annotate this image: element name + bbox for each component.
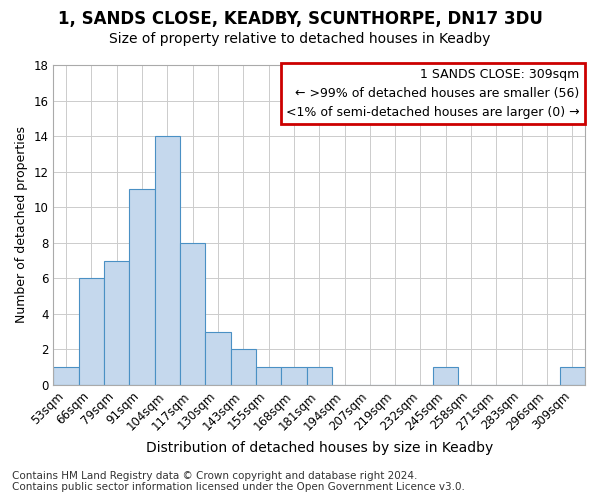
Text: Contains HM Land Registry data © Crown copyright and database right 2024.
Contai: Contains HM Land Registry data © Crown c… (12, 471, 465, 492)
Bar (281, 367, 307, 385)
Bar (79, 278, 104, 385)
Bar (230, 350, 256, 385)
Bar (104, 260, 130, 385)
Text: Size of property relative to detached houses in Keadby: Size of property relative to detached ho… (109, 32, 491, 46)
Bar (560, 367, 585, 385)
Bar (256, 367, 281, 385)
Bar (53, 367, 79, 385)
Y-axis label: Number of detached properties: Number of detached properties (15, 126, 28, 324)
Bar (155, 136, 180, 385)
Bar (180, 242, 205, 385)
Text: 1 SANDS CLOSE: 309sqm
← >99% of detached houses are smaller (56)
<1% of semi-det: 1 SANDS CLOSE: 309sqm ← >99% of detached… (286, 68, 580, 119)
Text: 1, SANDS CLOSE, KEADBY, SCUNTHORPE, DN17 3DU: 1, SANDS CLOSE, KEADBY, SCUNTHORPE, DN17… (58, 10, 542, 28)
Bar (307, 367, 332, 385)
Bar (205, 332, 230, 385)
Bar (433, 367, 458, 385)
Bar (130, 190, 155, 385)
X-axis label: Distribution of detached houses by size in Keadby: Distribution of detached houses by size … (146, 441, 493, 455)
